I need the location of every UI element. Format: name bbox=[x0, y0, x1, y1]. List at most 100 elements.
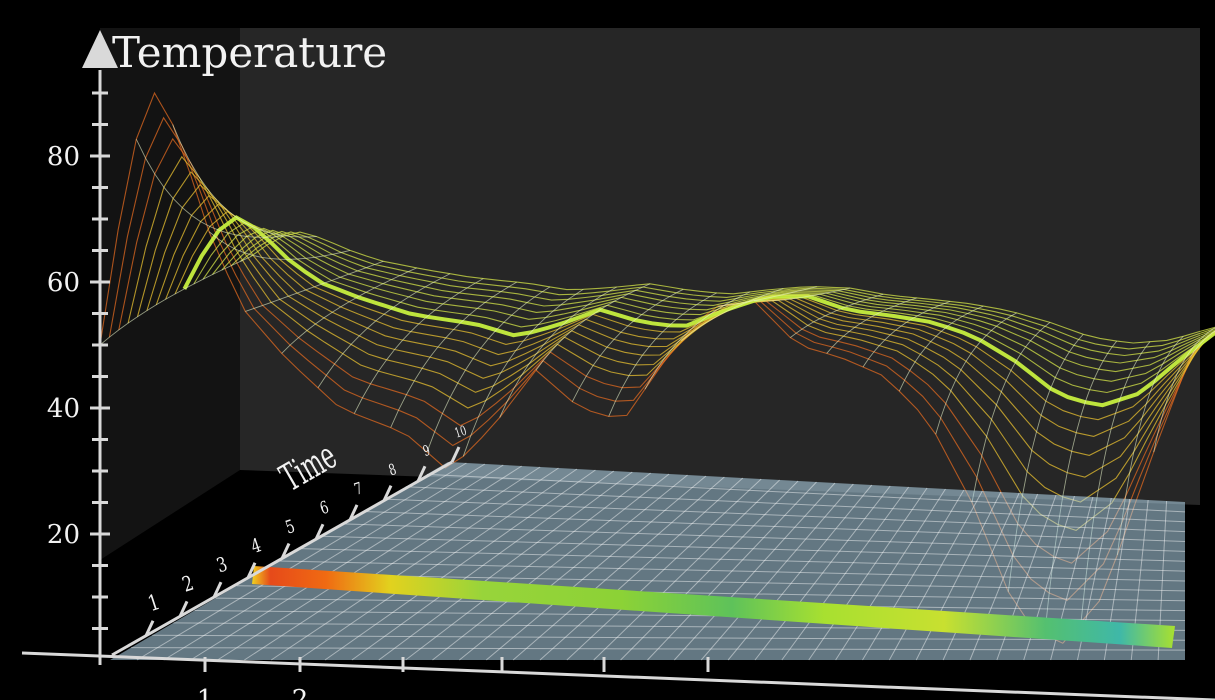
floor-grid-line bbox=[647, 481, 817, 661]
floor-grid-line bbox=[512, 476, 725, 661]
floor-grid-line bbox=[342, 523, 1186, 552]
floor-grid-line bbox=[405, 486, 1186, 523]
surface-position-line bbox=[317, 273, 451, 389]
floor-grid-line bbox=[217, 465, 522, 661]
floor-grid-line bbox=[485, 475, 707, 661]
surface-position-line bbox=[790, 293, 884, 338]
time-tick bbox=[348, 504, 359, 521]
floor-grid-line bbox=[405, 472, 651, 661]
temperature-axis-label: Temperature bbox=[112, 28, 387, 77]
time-tick-label: 1 bbox=[145, 589, 163, 617]
temperature-tick-label: 60 bbox=[47, 268, 80, 298]
floor-grid-line bbox=[297, 468, 578, 661]
floor-grid-line bbox=[727, 484, 873, 661]
floor-grid-line bbox=[674, 482, 836, 661]
floor-grid-line bbox=[384, 498, 1186, 533]
time-tick-label: 4 bbox=[248, 533, 264, 557]
surface-position-line bbox=[826, 297, 917, 354]
surface-position-line bbox=[390, 281, 517, 428]
surface-position-line bbox=[426, 286, 551, 453]
left-wall bbox=[100, 28, 240, 560]
floor-grid-line bbox=[270, 467, 559, 661]
floor-grid-line bbox=[862, 489, 965, 661]
floor-grid-line bbox=[152, 634, 1186, 641]
surface-position-line bbox=[753, 287, 851, 302]
time-tick bbox=[178, 600, 189, 618]
surface-position-line bbox=[717, 286, 817, 307]
temperature-tick-label: 20 bbox=[47, 520, 80, 550]
position-tick-label: 1 bbox=[197, 685, 214, 700]
floor-grid-line bbox=[781, 486, 910, 661]
floor-grid-line bbox=[300, 548, 1186, 572]
time-tick-label: 3 bbox=[214, 554, 230, 578]
temperature-axis-arrow-icon bbox=[82, 30, 118, 68]
surface-position-line bbox=[971, 322, 1051, 503]
time-tick-label: 5 bbox=[283, 515, 298, 538]
floor-grid-line bbox=[620, 480, 799, 661]
floor-grid-line bbox=[136, 462, 467, 661]
floor-grid-line bbox=[378, 471, 633, 661]
time-tick bbox=[382, 484, 393, 502]
surface-position-line bbox=[99, 256, 251, 346]
back-wall bbox=[240, 28, 1200, 505]
surface-position-line bbox=[208, 231, 351, 260]
surface-position-line bbox=[935, 312, 1017, 435]
position-axis bbox=[21, 651, 1215, 700]
time-tick-label: 6 bbox=[317, 497, 331, 519]
time-tick-label: 10 bbox=[453, 422, 469, 441]
surface-position-line bbox=[281, 267, 417, 354]
time-tick bbox=[416, 465, 427, 482]
floor-grid-line bbox=[321, 535, 1186, 562]
surface-position-line bbox=[535, 283, 651, 371]
surface-position-line bbox=[172, 124, 317, 238]
floor-grid-line bbox=[324, 469, 596, 661]
time-tick bbox=[144, 620, 155, 637]
surface-position-line bbox=[245, 260, 384, 312]
temperature-ticks: 20 40 60 80 bbox=[47, 91, 110, 630]
floor-grid-line bbox=[539, 477, 744, 661]
surface-position-line bbox=[135, 139, 284, 238]
floor-grid-line bbox=[566, 478, 762, 661]
floor-grid-line bbox=[278, 560, 1186, 582]
floor-grid-line bbox=[432, 473, 670, 661]
surface-position-line bbox=[608, 292, 717, 417]
floor-grid-line bbox=[351, 470, 615, 661]
time-tick bbox=[212, 581, 223, 598]
floor-grid bbox=[131, 462, 1186, 661]
surface-position-line bbox=[644, 291, 751, 390]
surface-position-line bbox=[571, 288, 684, 402]
floor-grid-line bbox=[459, 474, 688, 661]
surface-position-line bbox=[1189, 330, 1215, 358]
floor-grid-line bbox=[190, 464, 504, 661]
floor-grid-line bbox=[915, 491, 1002, 661]
time-tick-label: 2 bbox=[180, 572, 197, 597]
time-tick bbox=[314, 523, 325, 540]
surface-position-line bbox=[862, 300, 951, 368]
floor-grid-line bbox=[593, 479, 780, 661]
time-tick bbox=[280, 542, 291, 560]
surface-position-line bbox=[898, 305, 984, 392]
time-tick-label: 8 bbox=[387, 461, 399, 480]
heat-strip bbox=[252, 566, 1175, 648]
floor-grid-line bbox=[131, 647, 1186, 651]
surface-position-line bbox=[681, 288, 784, 342]
floor-grid-line bbox=[363, 511, 1186, 542]
floor-grid-line bbox=[700, 483, 854, 661]
temperature-tick-label: 80 bbox=[47, 142, 80, 172]
surface-position-line bbox=[353, 278, 484, 414]
floor-grid-line bbox=[163, 463, 486, 661]
floor-grid-line bbox=[244, 466, 541, 661]
floor-grid-line bbox=[808, 487, 928, 661]
time-tick bbox=[246, 562, 257, 579]
temperature-tick-label: 40 bbox=[47, 394, 80, 424]
surface-position-line bbox=[1116, 335, 1184, 556]
time-tick bbox=[450, 446, 461, 463]
surface-position-line bbox=[1153, 327, 1215, 453]
time-tick-label: 7 bbox=[352, 480, 365, 500]
surface-position-line bbox=[462, 288, 584, 457]
floor-grid-line bbox=[754, 485, 891, 661]
